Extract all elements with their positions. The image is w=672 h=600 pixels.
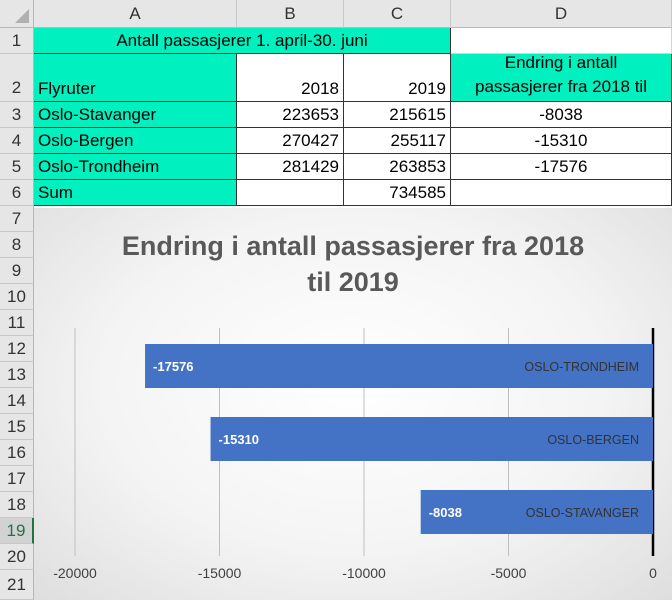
category-label: OSLO-TRONDHEIM — [524, 360, 639, 374]
row-header-6[interactable]: 6 — [0, 180, 34, 206]
header-2018-cell[interactable]: 2018 — [237, 54, 344, 102]
data-label: -8038 — [429, 505, 462, 520]
bar-chart[interactable]: Endring i antall passasjerer fra 2018 ti… — [34, 208, 672, 600]
change-trondheim[interactable]: -17576 — [451, 154, 672, 180]
row-header-5[interactable]: 5 — [0, 154, 34, 180]
row-header-21[interactable]: 21 — [0, 570, 34, 600]
value-2018-stavanger[interactable]: 223653 — [237, 102, 344, 128]
x-tick-label: -15000 — [198, 565, 242, 581]
row-header-1[interactable]: 1 — [0, 28, 34, 54]
header-change-line-1: Endring i antall — [504, 54, 618, 72]
header-2019-cell[interactable]: 2019 — [344, 54, 451, 102]
row-header-13[interactable]: 13 — [0, 362, 34, 388]
x-tick-label: -20000 — [53, 565, 97, 581]
row-header-10[interactable]: 10 — [0, 284, 34, 310]
value-2019-stavanger[interactable]: 215615 — [344, 102, 451, 128]
row-header-11[interactable]: 11 — [0, 310, 34, 336]
chart-title-line-2: til 2019 — [307, 267, 399, 297]
sum-change-cell[interactable] — [451, 180, 672, 206]
column-header-a[interactable]: A — [34, 0, 237, 28]
row-header-8[interactable]: 8 — [0, 232, 34, 258]
row-header-19[interactable]: 19 — [0, 518, 34, 544]
row-header-20[interactable]: 20 — [0, 544, 34, 570]
category-label: OSLO-BERGEN — [547, 433, 639, 447]
row-header-16[interactable]: 16 — [0, 440, 34, 466]
sum-2018-cell[interactable] — [237, 180, 344, 206]
value-2019-bergen[interactable]: 255117 — [344, 128, 451, 154]
x-tick-label: -10000 — [342, 565, 386, 581]
column-header-b[interactable]: B — [237, 0, 344, 28]
row-header-15[interactable]: 15 — [0, 414, 34, 440]
x-tick-label: 0 — [649, 565, 657, 581]
data-label: -17576 — [153, 359, 193, 374]
column-header-c[interactable]: C — [344, 0, 451, 28]
route-cell-bergen[interactable]: Oslo-Bergen — [34, 128, 237, 154]
row-header-12[interactable]: 12 — [0, 336, 34, 362]
bar — [145, 344, 653, 388]
chart-title: Endring i antall passasjerer fra 2018 ti… — [34, 228, 672, 300]
header-route-cell[interactable]: Flyruter — [34, 54, 237, 102]
value-2018-trondheim[interactable]: 281429 — [237, 154, 344, 180]
route-cell-stavanger[interactable]: Oslo-Stavanger — [34, 102, 237, 128]
row-header-9[interactable]: 9 — [0, 258, 34, 284]
header-change-line-2: passasjerer fra 2018 til — [475, 77, 647, 96]
change-stavanger[interactable]: -8038 — [451, 102, 672, 128]
select-all-triangle-icon — [15, 9, 29, 23]
row-header-14[interactable]: 14 — [0, 388, 34, 414]
row-header-7[interactable]: 7 — [0, 206, 34, 232]
route-cell-trondheim[interactable]: Oslo-Trondheim — [34, 154, 237, 180]
bar — [420, 490, 653, 534]
row-header-17[interactable]: 17 — [0, 466, 34, 492]
data-label: -15310 — [219, 432, 259, 447]
row-header-2[interactable]: 2 — [0, 54, 34, 102]
row-header-4[interactable]: 4 — [0, 128, 34, 154]
sum-label-cell[interactable]: Sum — [34, 180, 237, 206]
row-header-3[interactable]: 3 — [0, 102, 34, 128]
chart-plot-area: -20000 -15000 -10000 -5000 0 -17576 OSLO-TROND… — [53, 328, 657, 581]
value-2019-trondheim[interactable]: 263853 — [344, 154, 451, 180]
column-header-d[interactable]: D — [451, 0, 672, 28]
category-label: OSLO-STAVANGER — [526, 506, 639, 520]
cell-d1[interactable] — [451, 28, 672, 54]
value-2018-bergen[interactable]: 270427 — [237, 128, 344, 154]
select-all-corner[interactable] — [0, 0, 34, 28]
table-title-cell[interactable]: Antall passasjerer 1. april-30. juni — [34, 28, 451, 54]
row-header-18[interactable]: 18 — [0, 492, 34, 518]
header-change-cell[interactable]: Endring i antall passasjerer fra 2018 ti… — [451, 54, 672, 102]
x-tick-label: -5000 — [491, 565, 527, 581]
bar — [210, 417, 653, 461]
change-bergen[interactable]: -15310 — [451, 128, 672, 154]
chart-title-line-1: Endring i antall passasjerer fra 2018 — [121, 231, 585, 261]
sum-2019-cell[interactable]: 734585 — [344, 180, 451, 206]
